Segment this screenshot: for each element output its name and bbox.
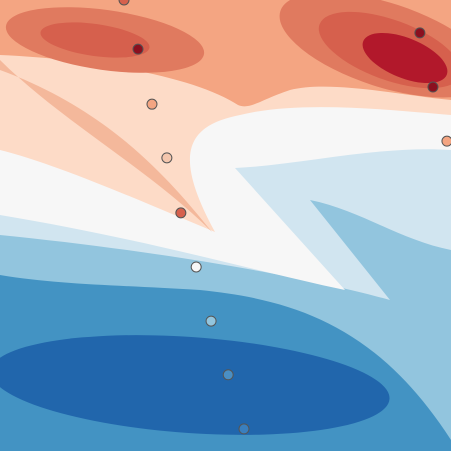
- scatter-point: [175, 207, 187, 219]
- scatter-point: [414, 27, 426, 39]
- scatter-point: [441, 135, 451, 147]
- scatter-point: [118, 0, 130, 6]
- scatter-point: [132, 43, 144, 55]
- scatter-point: [238, 423, 250, 435]
- scatter-point: [222, 369, 234, 381]
- band-salmon-streak: [0, 60, 212, 232]
- scatter-point: [205, 315, 217, 327]
- scatter-point: [146, 98, 158, 110]
- scatter-point: [161, 152, 173, 164]
- band-darkest-red: [362, 32, 448, 84]
- band-dark-blue: [0, 335, 390, 435]
- scatter-point: [427, 81, 439, 93]
- scatter-point: [190, 261, 202, 273]
- band-deep-red-left: [40, 22, 150, 58]
